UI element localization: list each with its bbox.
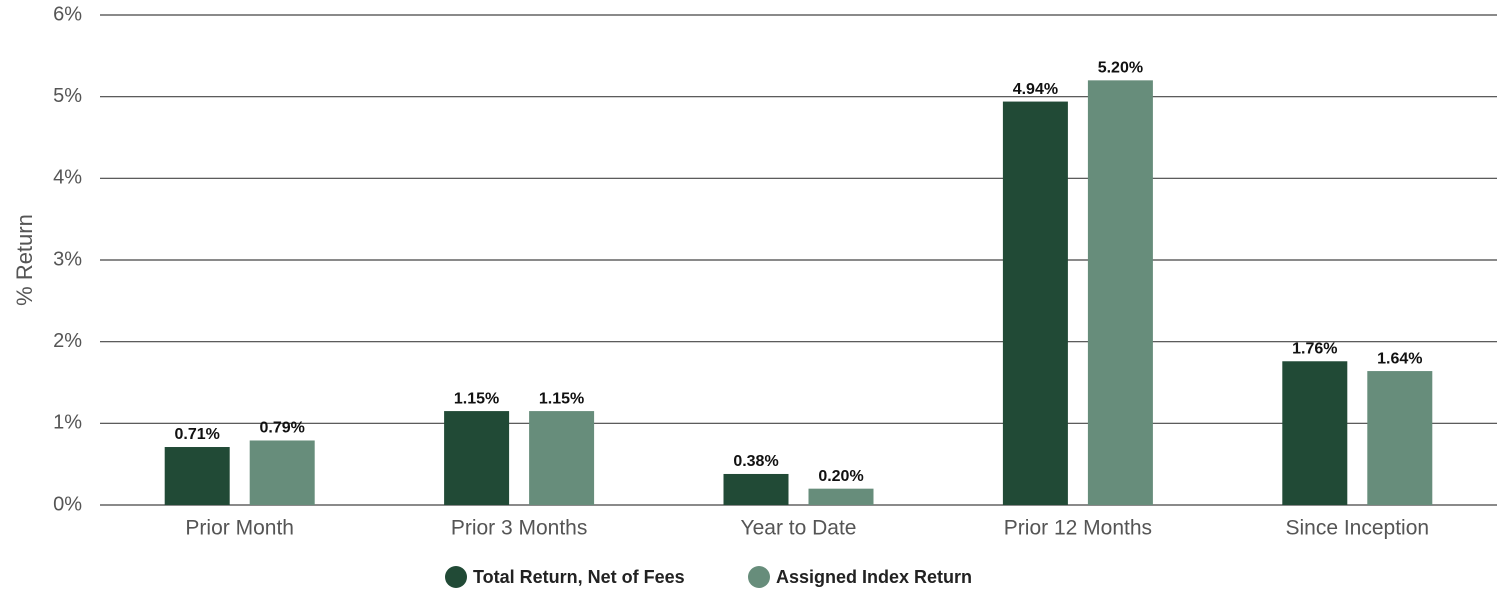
x-tick-label: Prior 3 Months: [451, 517, 588, 540]
data-label: 1.15%: [454, 390, 499, 407]
data-label: 0.79%: [260, 420, 305, 437]
legend-marker: [748, 566, 770, 588]
data-label: 4.94%: [1013, 81, 1058, 98]
y-tick-label: 1%: [53, 412, 82, 434]
y-tick-label: 3%: [53, 248, 82, 270]
bar: [723, 473, 789, 505]
bar: [1002, 101, 1068, 506]
data-label: 0.38%: [733, 453, 778, 470]
y-tick-label: 5%: [53, 85, 82, 107]
y-tick-label: 0%: [53, 493, 82, 515]
bar: [164, 447, 230, 505]
y-tick-label: 6%: [53, 3, 82, 25]
x-tick-label: Since Inception: [1285, 517, 1429, 540]
legend-marker: [445, 566, 467, 588]
legend-label: Total Return, Net of Fees: [473, 567, 685, 587]
x-tick-label: Prior Month: [185, 517, 294, 540]
bar: [444, 411, 510, 505]
bar: [1282, 361, 1348, 505]
y-axis-label: % Return: [12, 214, 37, 306]
x-tick-label: Year to Date: [741, 517, 857, 540]
data-label: 5.20%: [1098, 60, 1143, 77]
data-label: 0.20%: [818, 468, 863, 485]
bar: [1087, 80, 1153, 505]
data-label: 1.15%: [539, 390, 584, 407]
y-tick-label: 2%: [53, 330, 82, 352]
data-label: 0.71%: [175, 426, 220, 443]
bar: [808, 488, 874, 505]
bar: [529, 411, 595, 505]
bar: [1367, 371, 1433, 505]
bar: [249, 440, 315, 505]
legend-label: Assigned Index Return: [776, 567, 972, 587]
data-label: 1.76%: [1292, 340, 1337, 357]
x-tick-label: Prior 12 Months: [1004, 517, 1152, 540]
y-tick-label: 4%: [53, 167, 82, 189]
data-label: 1.64%: [1377, 350, 1422, 367]
